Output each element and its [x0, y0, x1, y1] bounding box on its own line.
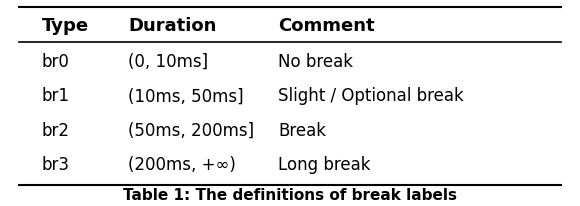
Text: Break: Break — [278, 122, 327, 140]
Text: Comment: Comment — [278, 17, 375, 35]
Text: (0, 10ms]: (0, 10ms] — [128, 53, 208, 71]
Text: br3: br3 — [42, 156, 70, 174]
Text: (200ms, +∞): (200ms, +∞) — [128, 156, 236, 174]
Text: No break: No break — [278, 53, 353, 71]
Text: br1: br1 — [42, 87, 70, 105]
Text: Duration: Duration — [128, 17, 217, 35]
Text: Slight / Optional break: Slight / Optional break — [278, 87, 464, 105]
Text: (10ms, 50ms]: (10ms, 50ms] — [128, 87, 244, 105]
Text: br0: br0 — [42, 53, 70, 71]
Text: (50ms, 200ms]: (50ms, 200ms] — [128, 122, 255, 140]
Text: Table 1: The definitions of break labels: Table 1: The definitions of break labels — [123, 188, 457, 203]
Text: br2: br2 — [42, 122, 70, 140]
Text: Type: Type — [42, 17, 89, 35]
Text: Long break: Long break — [278, 156, 371, 174]
